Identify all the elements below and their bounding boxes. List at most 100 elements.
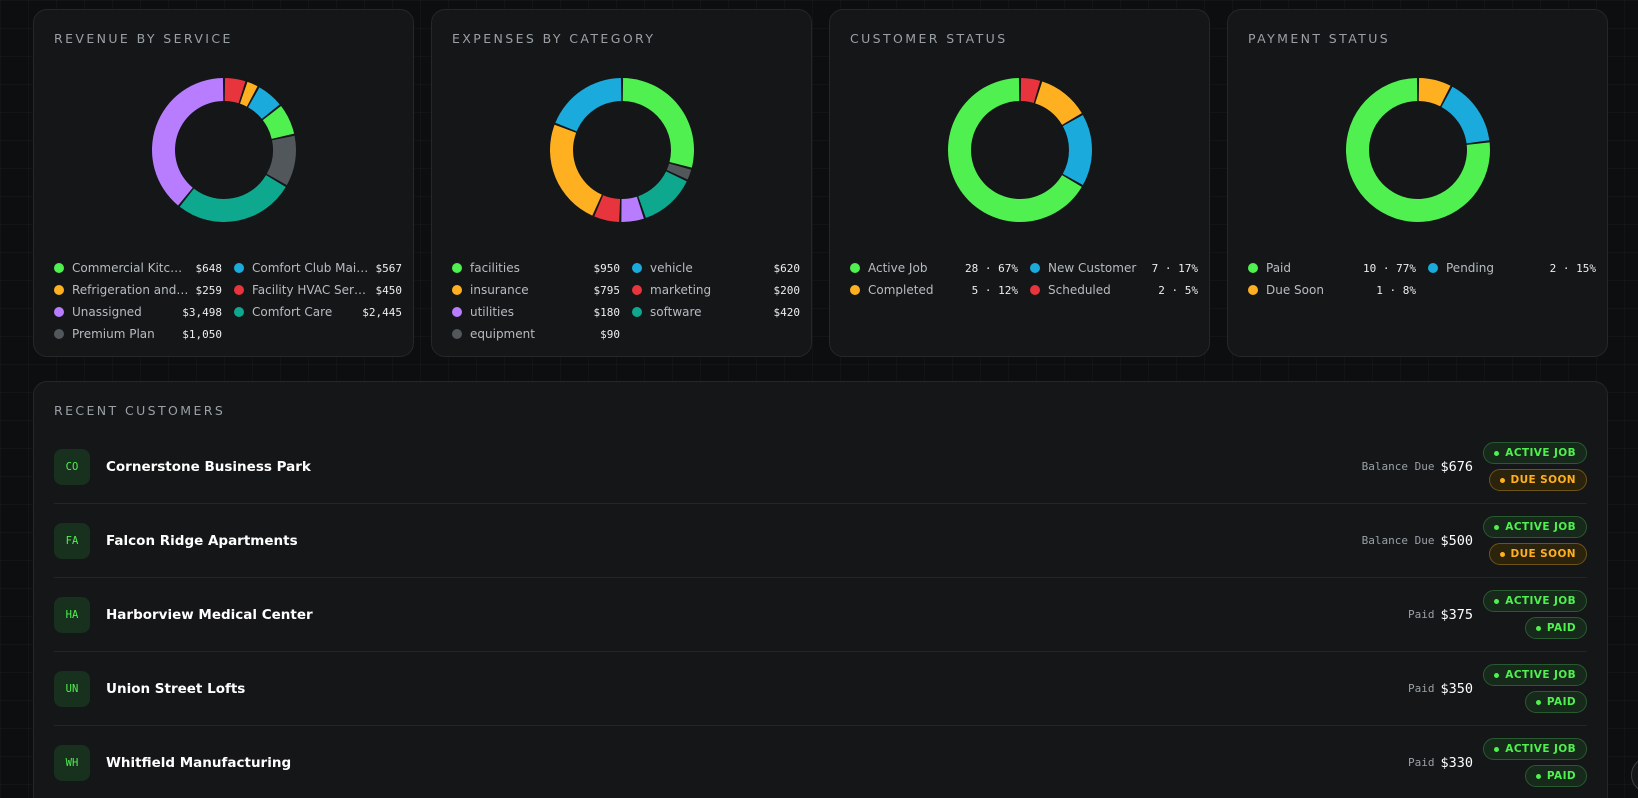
chart-card-payment-status: PAYMENT STATUS Paid 10 · 77% Pending 2 · 15…	[1227, 9, 1608, 357]
donut-slice[interactable]	[1020, 78, 1041, 103]
balance-value: $330	[1440, 754, 1473, 771]
customer-name[interactable]: Falcon Ridge Apartments	[106, 532, 298, 549]
status-badges: ACTIVE JOB PAID	[1483, 590, 1587, 639]
donut-slice[interactable]	[550, 124, 602, 216]
chart-card-revenue: REVENUE BY SERVICE Commercial Kitche... $…	[33, 9, 414, 357]
legend-value: 1 · 8%	[1376, 283, 1416, 297]
legend-dot-icon	[632, 285, 642, 295]
donut-slice[interactable]	[638, 171, 687, 218]
payment-status-badge: DUE SOON	[1488, 469, 1587, 491]
payment-status-badge: DUE SOON	[1488, 543, 1587, 565]
revenue-donut-chart	[152, 78, 296, 222]
legend-value: $567	[375, 261, 403, 275]
legend-item: Pending 2 · 15%	[1428, 260, 1596, 276]
customer-name[interactable]: Harborview Medical Center	[106, 606, 313, 623]
balance-label: Balance Due	[1361, 460, 1435, 473]
balance-label: Paid	[1407, 756, 1435, 769]
legend-dot-icon	[54, 307, 64, 317]
donut-slice[interactable]	[224, 78, 246, 104]
donut-slice[interactable]	[266, 135, 296, 186]
donut-slice[interactable]	[622, 78, 694, 168]
payment-status-badge: PAID	[1524, 765, 1587, 787]
legend-value: 5 · 12%	[971, 283, 1018, 297]
status-badges: ACTIVE JOB PAID	[1483, 738, 1587, 787]
legend-dot-icon	[850, 285, 860, 295]
status-dot-icon	[1494, 746, 1500, 752]
legend-value: $950	[593, 261, 621, 275]
badge-label: ACTIVE JOB	[1505, 669, 1576, 681]
recent-customers-panel: RECENT CUSTOMERS CO Cornerstone Business …	[33, 381, 1608, 798]
donut-slice[interactable]	[1418, 78, 1451, 107]
legend-label: Completed	[868, 283, 934, 297]
balance-value: $375	[1440, 606, 1473, 623]
legend-label: Facility HVAC Servi...	[252, 283, 370, 297]
status-dot-icon	[1535, 699, 1541, 705]
donut-slice[interactable]	[621, 196, 644, 222]
donut-slice[interactable]	[555, 78, 622, 132]
donut-slice[interactable]	[1062, 114, 1092, 186]
legend-value: $3,498	[182, 305, 222, 319]
donut-slice[interactable]	[1346, 78, 1490, 222]
badge-label: PAID	[1546, 622, 1576, 634]
customer-name[interactable]: Cornerstone Business Park	[106, 458, 311, 475]
floating-action-button[interactable]	[1631, 757, 1638, 793]
legend-item: Active Job 28 · 67%	[850, 260, 1018, 276]
donut-slice[interactable]	[152, 78, 224, 206]
legend-value: $450	[375, 283, 403, 297]
donut-slice[interactable]	[179, 175, 286, 222]
legend-item: Comfort Care $2,445	[234, 304, 402, 320]
legend-item: equipment $90	[452, 326, 620, 342]
donut-slice[interactable]	[1441, 86, 1490, 144]
donut-slice[interactable]	[948, 78, 1082, 222]
badge-label: DUE SOON	[1510, 474, 1576, 486]
avatar: UN	[54, 670, 90, 707]
donut-slice[interactable]	[262, 106, 295, 139]
customer-row[interactable]: WH Whitfield Manufacturing Paid $330 ACTIVE …	[54, 726, 1587, 798]
legend-dot-icon	[452, 263, 462, 273]
legend-label: Commercial Kitche...	[72, 261, 190, 275]
legend-value: 10 · 77%	[1363, 261, 1416, 275]
customer-row[interactable]: HA Harborview Medical Center Paid $375 ACTIV…	[54, 578, 1587, 652]
job-status-badge: ACTIVE JOB	[1483, 664, 1587, 686]
legend-dot-icon	[1428, 263, 1438, 273]
donut-slice[interactable]	[1035, 81, 1082, 125]
balance-label: Balance Due	[1361, 534, 1435, 547]
customer-name[interactable]: Union Street Lofts	[106, 680, 246, 697]
legend-item: software $420	[632, 304, 800, 320]
legend-label: Scheduled	[1048, 283, 1111, 297]
legend-dot-icon	[234, 263, 244, 273]
legend-value: 28 · 67%	[965, 261, 1018, 275]
donut-slice[interactable]	[594, 195, 621, 222]
legend-value: $2,445	[362, 305, 402, 319]
status-badges: ACTIVE JOB DUE SOON	[1483, 442, 1587, 491]
status-badges: ACTIVE JOB DUE SOON	[1483, 516, 1587, 565]
avatar: WH	[54, 744, 90, 781]
legend-label: Paid	[1266, 261, 1292, 275]
donut-slice[interactable]	[239, 81, 258, 107]
job-status-badge: ACTIVE JOB	[1483, 516, 1587, 538]
legend-label: facilities	[470, 261, 520, 275]
donut-slice[interactable]	[248, 87, 280, 119]
balance-label: Paid	[1407, 682, 1435, 695]
legend-item: Comfort Club Main... $567	[234, 260, 402, 276]
legend-item: Premium Plan $1,050	[54, 326, 222, 342]
legend-dot-icon	[54, 263, 64, 273]
legend-dot-icon	[234, 285, 244, 295]
balance-value: $500	[1440, 532, 1473, 549]
legend-dot-icon	[452, 329, 462, 339]
legend-label: Pending	[1446, 261, 1494, 275]
legend-dot-icon	[850, 263, 860, 273]
customer-row[interactable]: UN Union Street Lofts Paid $350 ACTIVE JOB PA…	[54, 652, 1587, 726]
legend-label: vehicle	[650, 261, 693, 275]
customer-row[interactable]: CO Cornerstone Business Park Balance Due $6…	[54, 430, 1587, 504]
card-title: CUSTOMER STATUS	[850, 31, 1008, 46]
legend-value: $795	[593, 283, 621, 297]
badge-label: PAID	[1546, 770, 1576, 782]
customer-status-donut-chart	[948, 78, 1092, 222]
customer-name[interactable]: Whitfield Manufacturing	[106, 754, 292, 771]
status-dot-icon	[1494, 672, 1500, 678]
legend-value: $620	[773, 261, 801, 275]
donut-slice[interactable]	[666, 163, 692, 180]
customer-row[interactable]: FA Falcon Ridge Apartments Balance Due $500…	[54, 504, 1587, 578]
status-dot-icon	[1499, 551, 1505, 557]
